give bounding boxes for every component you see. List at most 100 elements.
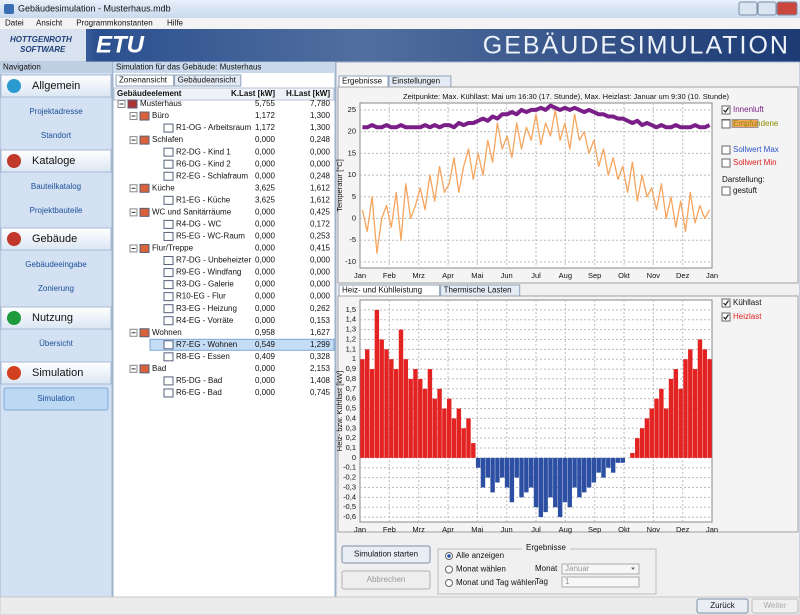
radio[interactable] bbox=[445, 565, 453, 574]
tree-label[interactable]: R1-EG - Küche bbox=[176, 195, 231, 204]
start-button bbox=[341, 545, 431, 564]
checkbox bbox=[721, 105, 731, 115]
checkbox bbox=[721, 312, 731, 322]
bar bbox=[422, 388, 428, 458]
bar bbox=[572, 457, 577, 488]
heating-load: 1,300 bbox=[310, 123, 331, 132]
tree-label[interactable]: R3-EG - Heizung bbox=[176, 304, 237, 313]
tab-label[interactable]: Gebäudeansicht bbox=[178, 76, 237, 85]
radio[interactable] bbox=[445, 579, 453, 587]
radio-label[interactable]: Monat wählen bbox=[456, 565, 506, 574]
tab bbox=[115, 74, 175, 87]
legend-label[interactable]: Sollwert Max bbox=[733, 145, 779, 154]
bar bbox=[596, 457, 601, 473]
legend-label[interactable]: Innenluft bbox=[733, 105, 764, 114]
tree-label[interactable]: R10-EG - Flur bbox=[176, 292, 226, 301]
selected-item bbox=[3, 387, 109, 411]
heating-load: 0,000 bbox=[310, 280, 331, 289]
tree-label[interactable]: Büro bbox=[152, 111, 169, 120]
y-tick-label: -10 bbox=[345, 257, 356, 266]
bar bbox=[659, 388, 664, 458]
section-label[interactable]: Nutzung bbox=[32, 312, 73, 324]
tree-label[interactable]: R1-OG - Arbeitsraum bbox=[176, 123, 251, 132]
section-label[interactable]: Gebäude bbox=[32, 233, 77, 245]
legend-label[interactable]: Kühllast bbox=[733, 298, 762, 307]
tree-label[interactable]: R6-DG - Kind 2 bbox=[176, 159, 231, 168]
navigation-item[interactable]: Simulation bbox=[37, 394, 74, 403]
bar bbox=[365, 349, 370, 458]
cooling-load: 0,549 bbox=[255, 340, 276, 349]
x-tick-label: Mai bbox=[471, 271, 483, 280]
legend-label[interactable]: Empfundene bbox=[733, 119, 779, 128]
tree-label[interactable]: R5-DG - Bad bbox=[176, 376, 222, 385]
navigation-item[interactable]: Projektadresse bbox=[29, 107, 83, 116]
tree-label[interactable]: R9-EG - Windfang bbox=[176, 268, 241, 277]
bar bbox=[557, 457, 563, 518]
x-tick-label: Feb bbox=[383, 271, 396, 280]
menu-item[interactable]: Datei bbox=[5, 19, 24, 28]
navigation-item[interactable]: Projektbauteile bbox=[30, 206, 83, 215]
y-tick-label: 1 bbox=[352, 354, 356, 363]
tab-label[interactable]: Heiz- und Kühlleistung bbox=[342, 286, 422, 295]
tree-label[interactable]: Wohnen bbox=[152, 328, 182, 337]
bar bbox=[673, 369, 679, 458]
tree-label[interactable]: R7-DG - Unbeheizter bbox=[176, 256, 251, 265]
legend-label[interactable]: Sollwert Min bbox=[733, 158, 777, 167]
tree-label[interactable]: R4-DG - WC bbox=[176, 220, 222, 229]
tab-label[interactable]: Zonenansicht bbox=[119, 76, 168, 85]
tree-label[interactable]: R2-EG - Schlafraum bbox=[176, 171, 248, 180]
tree-label[interactable]: R8-EG - Essen bbox=[176, 352, 230, 361]
tree-label[interactable]: R2-DG - Kind 1 bbox=[176, 147, 231, 156]
tree-label[interactable]: Küche bbox=[152, 183, 175, 192]
radio-label[interactable]: Alle anzeigen bbox=[456, 551, 504, 560]
section-label[interactable]: Simulation bbox=[32, 367, 83, 379]
tab-label[interactable]: Thermische Lasten bbox=[444, 286, 512, 295]
cooling-load: 0,000 bbox=[255, 220, 276, 229]
navigation-item[interactable]: Standort bbox=[41, 131, 72, 140]
bar bbox=[495, 457, 500, 483]
tree-label[interactable]: Musterhaus bbox=[140, 99, 182, 108]
button-label[interactable]: Zurück bbox=[710, 601, 735, 610]
column-header: Gebäudeelement bbox=[117, 89, 182, 98]
bar bbox=[480, 457, 486, 488]
tree-label[interactable]: R5-EG - WC-Raum bbox=[176, 232, 245, 241]
tree-label[interactable]: R4-EG - Vorräte bbox=[176, 316, 234, 325]
tree-label[interactable]: WC und Sanitärräume bbox=[152, 207, 232, 216]
footer-bar bbox=[0, 596, 800, 615]
tree-label[interactable]: Bad bbox=[152, 364, 166, 373]
tree-label[interactable]: Schlafen bbox=[152, 135, 183, 144]
menu-item[interactable]: Hilfe bbox=[167, 19, 184, 28]
navigation-title: Navigation bbox=[3, 63, 41, 72]
menu-item[interactable]: Ansicht bbox=[36, 19, 63, 28]
legend-label[interactable]: gestuft bbox=[733, 186, 758, 195]
radio-label[interactable]: Monat und Tag wählen bbox=[456, 578, 536, 587]
section-label[interactable]: Kataloge bbox=[32, 155, 75, 167]
heating-load: 0,745 bbox=[310, 388, 331, 397]
button-label[interactable]: Simulation starten bbox=[354, 550, 418, 559]
navigation-item[interactable]: Bauteilkatalog bbox=[31, 182, 81, 191]
x-tick-label: Mai bbox=[471, 525, 483, 534]
y-tick-label: 1,3 bbox=[346, 325, 356, 334]
tree-label[interactable]: R3-DG - Galerie bbox=[176, 280, 234, 289]
selected-row bbox=[149, 338, 335, 351]
menu-item[interactable]: Programmkonstanten bbox=[76, 19, 152, 28]
navigation-item[interactable]: Gebäudeeingabe bbox=[25, 260, 87, 269]
tab-label[interactable]: Ergebnisse bbox=[342, 77, 383, 86]
tab-label[interactable]: Einstellungen bbox=[392, 77, 440, 86]
legend-label[interactable]: Heizlast bbox=[733, 312, 762, 321]
tree-label[interactable]: R6-EG - Bad bbox=[176, 388, 222, 397]
tree-icon bbox=[163, 292, 174, 302]
navigation-item[interactable]: Übersicht bbox=[39, 339, 74, 348]
section-label[interactable]: Allgemein bbox=[32, 80, 80, 92]
tree-label[interactable]: Flur/Treppe bbox=[152, 244, 194, 253]
x-tick-label: Jul bbox=[531, 271, 541, 280]
cancel-button bbox=[341, 570, 431, 590]
bar bbox=[524, 457, 529, 493]
tree-icon bbox=[139, 243, 150, 253]
checkmark bbox=[723, 314, 729, 320]
navigation-item[interactable]: Zonierung bbox=[38, 284, 74, 293]
heating-load: 0,153 bbox=[310, 316, 331, 325]
tree-icon bbox=[163, 256, 174, 266]
button-label: Abbrechen bbox=[367, 575, 406, 584]
tree-label[interactable]: R7-EG - Wohnen bbox=[176, 340, 237, 349]
